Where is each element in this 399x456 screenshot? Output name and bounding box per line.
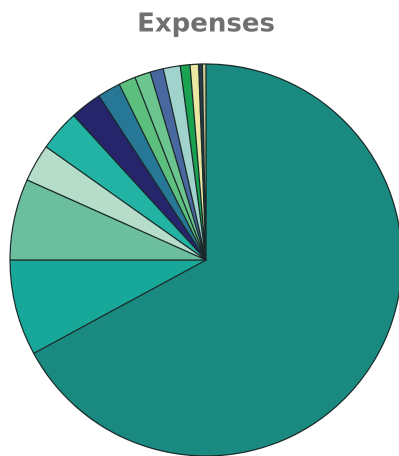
pie-slice <box>201 63 207 261</box>
pie-slice <box>33 63 399 456</box>
pie <box>9 63 399 456</box>
pie-slice <box>9 259 207 354</box>
chart-title: Expenses <box>137 9 275 39</box>
